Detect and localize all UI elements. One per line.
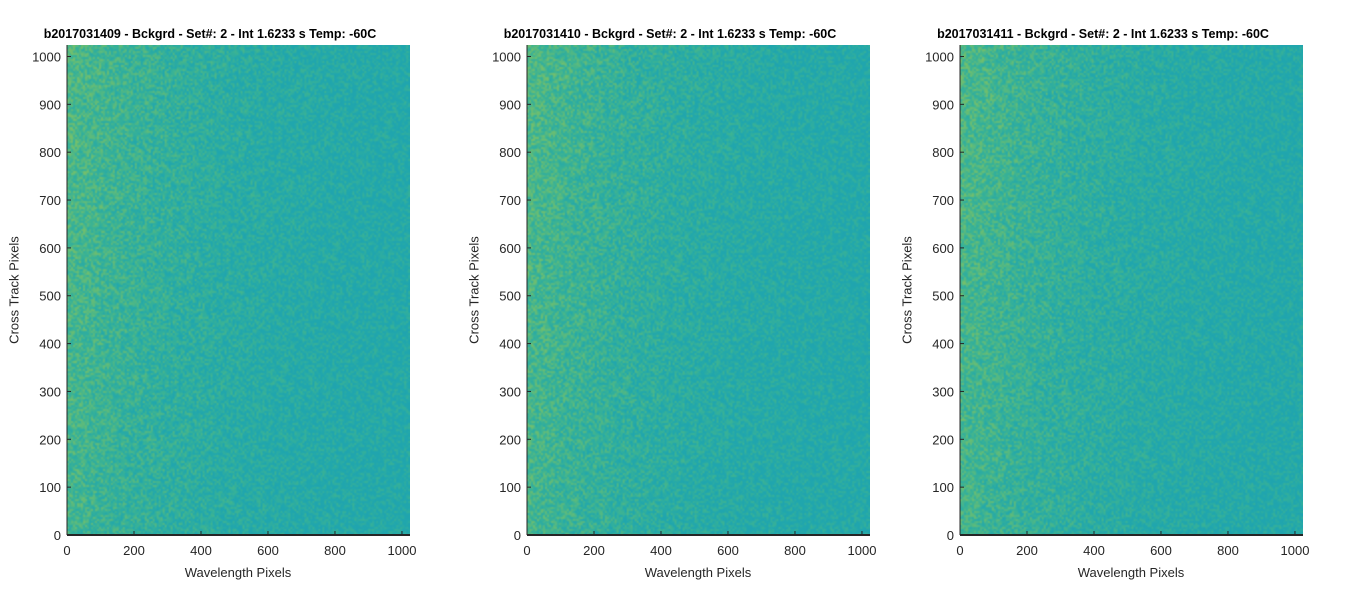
- x-axis-label: Wavelength Pixels: [184, 565, 292, 580]
- y-tick-label: 200: [39, 432, 61, 447]
- x-tick-label: 1000: [1281, 543, 1310, 558]
- x-tick-label: 600: [1150, 543, 1172, 558]
- y-tick-label: 200: [499, 432, 521, 447]
- x-tick-label: 0: [63, 543, 70, 558]
- heatmap-svg: 0 200 400 600 800 1000 0 100 200 300 400 500 600 700 8…: [925, 45, 1310, 558]
- heatmap-svg: 0 200 400 600 800 1000 0 100 200 300 400 500 600 700 8…: [492, 45, 877, 558]
- x-tick-label: 1000: [848, 543, 877, 558]
- x-tick-label: 200: [1016, 543, 1038, 558]
- y-tick-label: 400: [39, 337, 61, 352]
- x-tick-label: 400: [1083, 543, 1105, 558]
- y-tick-label: 100: [499, 480, 521, 495]
- y-tick-label: 0: [514, 528, 521, 543]
- y-tick-label: 300: [932, 384, 954, 399]
- x-tick-label: 0: [523, 543, 530, 558]
- y-tick-label: 400: [499, 337, 521, 352]
- y-tick-label: 700: [39, 193, 61, 208]
- plot-title: b2017031411 - Bckgrd - Set#: 2 - Int 1.6…: [937, 27, 1269, 41]
- y-tick-label: 1000: [32, 49, 61, 64]
- y-tick-label: 300: [39, 384, 61, 399]
- y-tick-label: 300: [499, 384, 521, 399]
- heatmap-image: [67, 45, 410, 535]
- y-tick-label: 900: [39, 97, 61, 112]
- x-tick-label: 200: [583, 543, 605, 558]
- y-tick-label: 100: [932, 480, 954, 495]
- x-tick-label: 800: [1217, 543, 1239, 558]
- y-tick-label: 400: [932, 337, 954, 352]
- y-tick-label: 600: [39, 241, 61, 256]
- x-tick-label: 0: [956, 543, 963, 558]
- x-tick-label: 1000: [388, 543, 417, 558]
- y-tick-label: 900: [932, 97, 954, 112]
- y-tick-label: 200: [932, 432, 954, 447]
- y-tick-label: 900: [499, 97, 521, 112]
- y-tick-label: 800: [499, 145, 521, 160]
- x-tick-label: 800: [784, 543, 806, 558]
- x-tick-label: 800: [324, 543, 346, 558]
- y-tick-label: 0: [54, 528, 61, 543]
- y-tick-label: 800: [932, 145, 954, 160]
- y-tick-label: 600: [499, 241, 521, 256]
- y-tick-label: 700: [932, 193, 954, 208]
- y-tick-label: 500: [499, 289, 521, 304]
- x-axis-label: Wavelength Pixels: [644, 565, 752, 580]
- y-tick-label: 1000: [925, 49, 954, 64]
- plot-title: b2017031410 - Bckgrd - Set#: 2 - Int 1.6…: [503, 27, 837, 41]
- plot-title: b2017031409 - Bckgrd - Set#: 2 - Int 1.6…: [43, 27, 377, 41]
- y-tick-label: 1000: [492, 49, 521, 64]
- y-tick-label: 700: [499, 193, 521, 208]
- heatmap-svg: 0 200 400 600 800 1000 0 100 200 300 400 500 600 700 8…: [32, 45, 417, 558]
- plot-panel-3: b2017031411 - Bckgrd - Set#: 2 - Int 1.6…: [893, 0, 1343, 600]
- x-axis-label: Wavelength Pixels: [1077, 565, 1185, 580]
- heatmap-image: [527, 45, 870, 535]
- heatmap-image: [960, 45, 1303, 535]
- x-tick-label: 600: [717, 543, 739, 558]
- y-tick-label: 0: [947, 528, 954, 543]
- x-tick-label: 200: [123, 543, 145, 558]
- y-tick-label: 100: [39, 480, 61, 495]
- x-tick-label: 400: [650, 543, 672, 558]
- y-tick-label: 500: [39, 289, 61, 304]
- x-tick-label: 400: [190, 543, 212, 558]
- y-tick-label: 600: [932, 241, 954, 256]
- y-tick-label: 500: [932, 289, 954, 304]
- plot-panel-1: b2017031409 - Bckgrd - Set#: 2 - Int 1.6…: [0, 0, 450, 600]
- plot-panel-2: b2017031410 - Bckgrd - Set#: 2 - Int 1.6…: [460, 0, 910, 600]
- x-tick-label: 600: [257, 543, 279, 558]
- y-tick-label: 800: [39, 145, 61, 160]
